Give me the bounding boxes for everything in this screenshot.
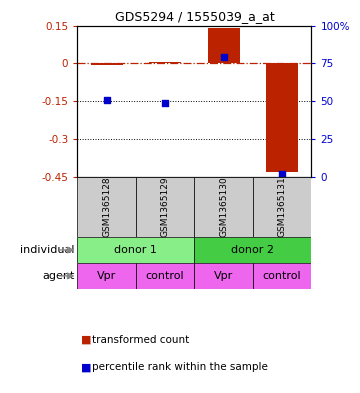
Bar <box>77 263 136 289</box>
Text: percentile rank within the sample: percentile rank within the sample <box>92 362 268 373</box>
Bar <box>136 263 194 289</box>
Text: donor 2: donor 2 <box>231 245 274 255</box>
Text: GSM1365129: GSM1365129 <box>161 176 170 237</box>
Text: GSM1365130: GSM1365130 <box>219 176 228 237</box>
Point <box>221 54 226 61</box>
Text: agent: agent <box>42 271 75 281</box>
Text: GSM1365128: GSM1365128 <box>102 176 111 237</box>
Bar <box>194 176 253 237</box>
Point <box>279 171 285 177</box>
Text: control: control <box>263 271 301 281</box>
Point <box>162 99 168 106</box>
Text: Vpr: Vpr <box>214 271 233 281</box>
Bar <box>253 176 311 237</box>
Title: GDS5294 / 1555039_a_at: GDS5294 / 1555039_a_at <box>114 10 274 23</box>
Text: Vpr: Vpr <box>97 271 116 281</box>
Point <box>104 96 109 103</box>
Bar <box>77 176 136 237</box>
Text: individual: individual <box>20 245 75 255</box>
Bar <box>136 176 194 237</box>
Text: donor 1: donor 1 <box>114 245 157 255</box>
Text: control: control <box>146 271 184 281</box>
Bar <box>266 63 298 172</box>
Text: GSM1365131: GSM1365131 <box>278 176 287 237</box>
Bar <box>194 237 311 263</box>
Bar <box>208 28 240 63</box>
Text: ■: ■ <box>81 362 91 373</box>
Bar <box>253 263 311 289</box>
Bar <box>149 62 181 63</box>
Bar <box>194 263 253 289</box>
Bar <box>77 237 194 263</box>
Bar <box>91 63 123 64</box>
Text: ■: ■ <box>81 335 91 345</box>
Text: transformed count: transformed count <box>92 335 189 345</box>
